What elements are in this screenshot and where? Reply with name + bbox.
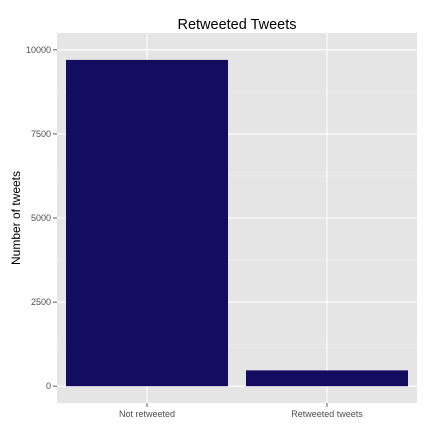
- y-tick-label: 2500: [31, 297, 51, 307]
- y-tick-label: 5000: [31, 213, 51, 223]
- bar: [246, 370, 408, 387]
- y-axis-title: Number of tweets: [9, 171, 23, 265]
- bars: [66, 59, 408, 387]
- y-tick-label: 10000: [26, 45, 51, 55]
- y-axis: 0 2500 5000 7500 10000: [26, 45, 57, 391]
- y-tick-label: 7500: [31, 129, 51, 139]
- chart-title: Retweeted Tweets: [177, 17, 296, 33]
- y-tick-label: 0: [46, 381, 51, 391]
- x-tick-label: Not retweeted: [119, 409, 175, 419]
- x-tick-label: Retweeted tweets: [291, 409, 363, 419]
- x-axis: Not retweeted Retweeted tweets: [119, 403, 363, 419]
- bar: [66, 59, 228, 387]
